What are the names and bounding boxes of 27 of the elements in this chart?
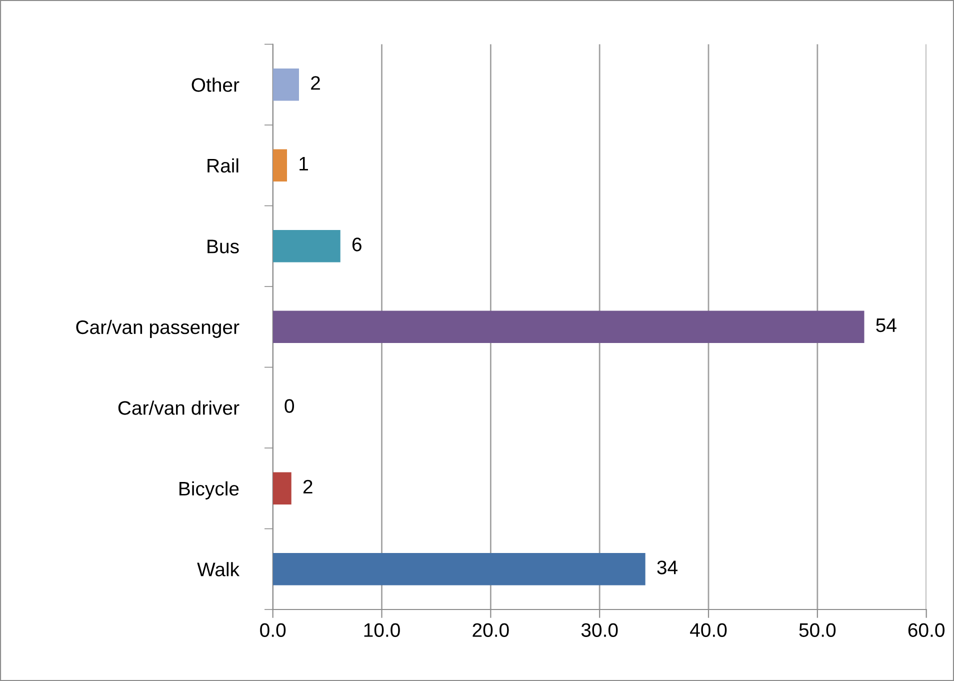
- x-tick-label: 20.0: [472, 623, 509, 637]
- y-tick-label: Bicycle: [180, 481, 239, 500]
- data-label: 1: [300, 157, 308, 170]
- bar: [272, 472, 292, 505]
- data-label: 54: [876, 318, 896, 332]
- y-tick-label: Walk: [197, 562, 240, 576]
- bar: [272, 149, 288, 182]
- x-tick-label: 40.0: [690, 623, 727, 637]
- x-tick-label: 10.0: [364, 623, 400, 637]
- x-tick-label: 50.0: [799, 623, 836, 637]
- bar: [272, 552, 646, 586]
- data-label: 6: [352, 238, 362, 252]
- data-label: 2: [303, 480, 312, 494]
- y-tick-label: Other: [192, 78, 240, 92]
- bar: [272, 230, 340, 262]
- y-tick-label: Rail: [208, 158, 238, 173]
- x-tick-label: 30.0: [581, 623, 618, 637]
- y-tick-label: Bus: [208, 240, 239, 254]
- y-tick-label: Car/van driver: [118, 400, 240, 415]
- bar: [272, 68, 299, 101]
- x-tick-label: 60.0: [908, 623, 944, 637]
- y-tick-label: Car/van passenger: [76, 320, 240, 338]
- data-label: 34: [657, 560, 678, 574]
- data-label: 2: [311, 76, 320, 90]
- x-tick-label: 0.0: [260, 623, 286, 637]
- data-label: 0: [284, 399, 294, 413]
- bar: [272, 310, 864, 344]
